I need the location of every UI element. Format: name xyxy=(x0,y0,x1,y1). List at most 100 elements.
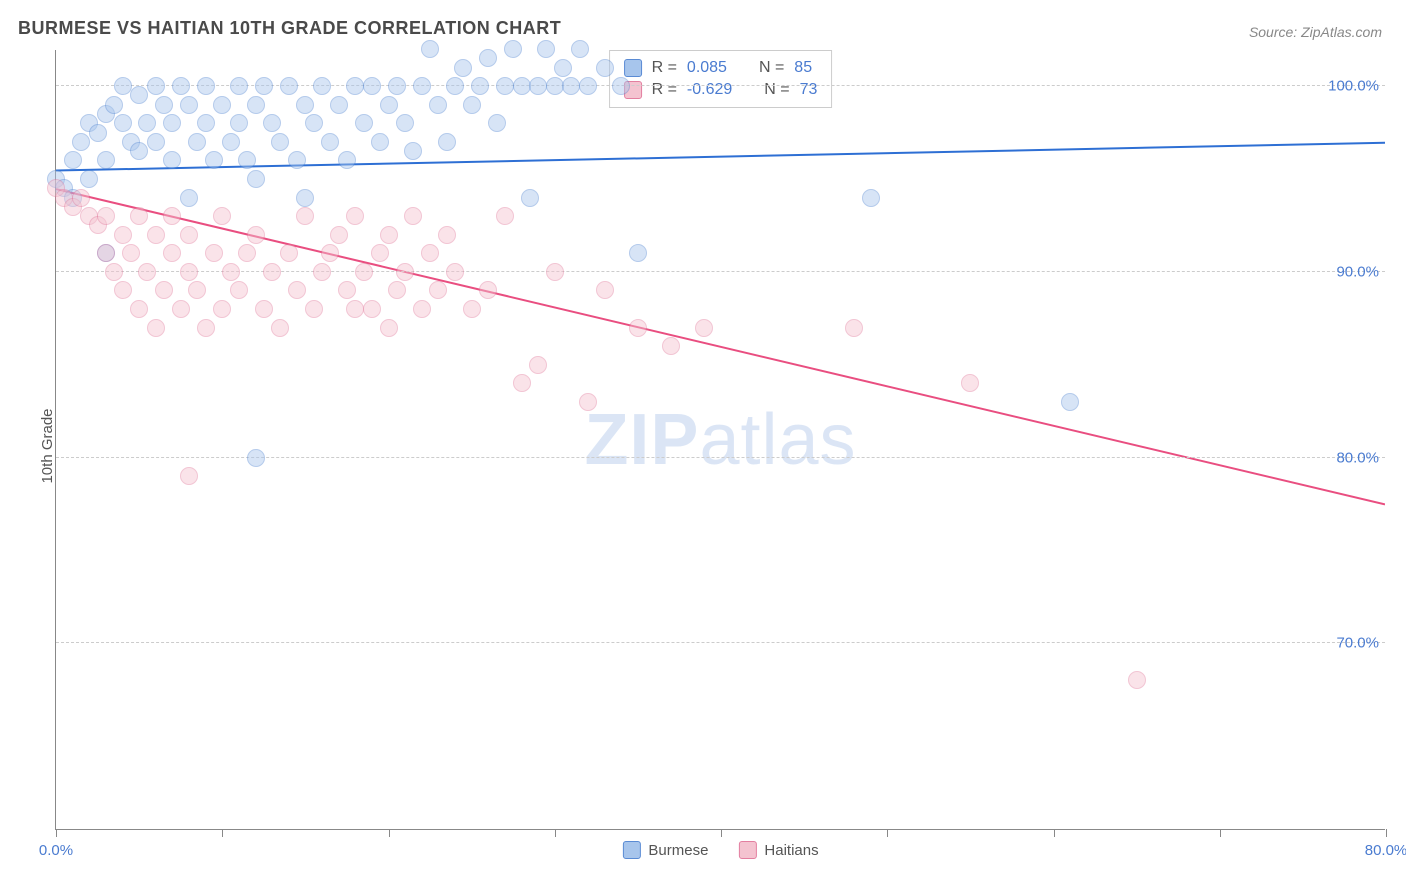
data-point xyxy=(222,263,240,281)
data-point xyxy=(479,49,497,67)
data-point xyxy=(122,244,140,262)
y-tick-label: 90.0% xyxy=(1326,263,1379,280)
data-point xyxy=(296,96,314,114)
correlation-legend: R = 0.085N =85R =-0.629N =73 xyxy=(609,50,833,108)
data-point xyxy=(163,244,181,262)
grid-line xyxy=(56,271,1385,272)
data-point xyxy=(230,281,248,299)
data-point xyxy=(97,207,115,225)
data-point xyxy=(296,207,314,225)
data-point xyxy=(454,59,472,77)
data-point xyxy=(488,114,506,132)
data-point xyxy=(105,263,123,281)
data-point xyxy=(429,96,447,114)
data-point xyxy=(280,244,298,262)
data-point xyxy=(138,263,156,281)
data-point xyxy=(114,281,132,299)
watermark: ZIPatlas xyxy=(584,399,856,481)
data-point xyxy=(172,77,190,95)
data-point xyxy=(288,151,306,169)
data-point xyxy=(330,96,348,114)
data-point xyxy=(130,300,148,318)
data-point xyxy=(163,114,181,132)
legend-item: Haitians xyxy=(738,841,818,859)
legend-n-label: N = xyxy=(759,59,784,77)
data-point xyxy=(629,244,647,262)
data-point xyxy=(346,207,364,225)
data-point xyxy=(247,226,265,244)
data-point xyxy=(64,151,82,169)
data-point xyxy=(163,207,181,225)
y-axis-label: 10th Grade xyxy=(39,408,56,483)
legend-r-value: 0.085 xyxy=(687,59,727,77)
data-point xyxy=(238,151,256,169)
data-point xyxy=(188,133,206,151)
data-point xyxy=(338,151,356,169)
data-point xyxy=(180,226,198,244)
data-point xyxy=(89,124,107,142)
data-point xyxy=(147,77,165,95)
x-tick-label: 0.0% xyxy=(39,842,73,859)
data-point xyxy=(180,96,198,114)
y-tick-label: 70.0% xyxy=(1326,635,1379,652)
data-point xyxy=(529,77,547,95)
x-tick-label: 80.0% xyxy=(1365,842,1406,859)
data-point xyxy=(305,300,323,318)
legend-swatch xyxy=(622,841,640,859)
plot-area: ZIPatlas R = 0.085N =85R =-0.629N =73 Bu… xyxy=(55,50,1385,830)
data-point xyxy=(404,142,422,160)
data-point xyxy=(554,59,572,77)
legend-r-label: R = xyxy=(652,59,677,77)
x-tick xyxy=(56,829,57,837)
data-point xyxy=(421,40,439,58)
legend-swatch xyxy=(738,841,756,859)
data-point xyxy=(313,263,331,281)
data-point xyxy=(371,133,389,151)
data-point xyxy=(579,77,597,95)
data-point xyxy=(571,40,589,58)
data-point xyxy=(546,263,564,281)
legend-swatch xyxy=(624,59,642,77)
data-point xyxy=(862,189,880,207)
chart-title: BURMESE VS HAITIAN 10TH GRADE CORRELATIO… xyxy=(18,18,561,39)
data-point xyxy=(305,114,323,132)
data-point xyxy=(321,244,339,262)
data-point xyxy=(396,114,414,132)
data-point xyxy=(213,96,231,114)
data-point xyxy=(662,337,680,355)
data-point xyxy=(197,114,215,132)
data-point xyxy=(363,77,381,95)
data-point xyxy=(355,114,373,132)
data-point xyxy=(380,96,398,114)
data-point xyxy=(1128,671,1146,689)
data-point xyxy=(114,77,132,95)
data-point xyxy=(130,86,148,104)
data-point xyxy=(1061,393,1079,411)
data-point xyxy=(197,77,215,95)
data-point xyxy=(255,77,273,95)
x-tick xyxy=(555,829,556,837)
data-point xyxy=(172,300,190,318)
data-point xyxy=(446,263,464,281)
data-point xyxy=(230,77,248,95)
data-point xyxy=(413,77,431,95)
data-point xyxy=(961,374,979,392)
data-point xyxy=(562,77,580,95)
data-point xyxy=(97,244,115,262)
y-tick-label: 100.0% xyxy=(1318,78,1379,95)
data-point xyxy=(471,77,489,95)
data-point xyxy=(72,133,90,151)
x-tick xyxy=(721,829,722,837)
data-point xyxy=(438,133,456,151)
trend-lines xyxy=(56,50,1385,829)
data-point xyxy=(579,393,597,411)
data-point xyxy=(247,170,265,188)
data-point xyxy=(280,77,298,95)
data-point xyxy=(180,189,198,207)
data-point xyxy=(222,133,240,151)
source-attribution: Source: ZipAtlas.com xyxy=(1249,24,1382,40)
data-point xyxy=(155,96,173,114)
data-point xyxy=(479,281,497,299)
data-point xyxy=(355,263,373,281)
data-point xyxy=(247,96,265,114)
